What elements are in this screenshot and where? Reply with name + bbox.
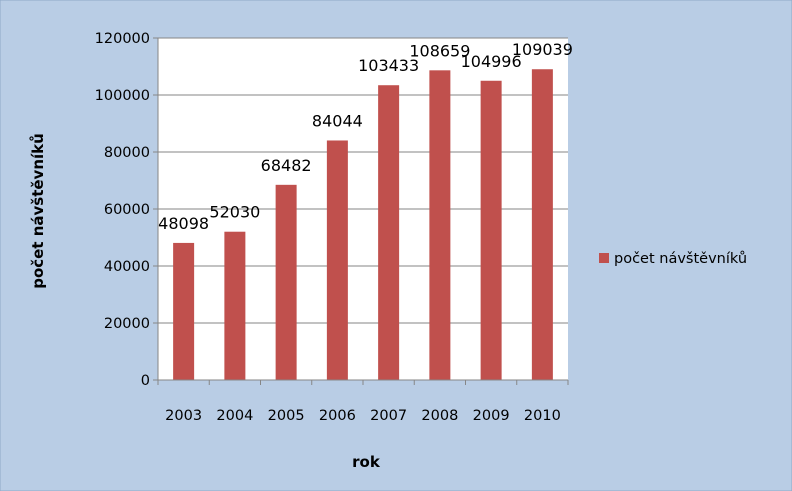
data-label-2008: 108659 [409,41,470,60]
x-tick-label: 2009 [473,408,510,424]
y-tick-label: 80000 [104,145,150,161]
data-label-2010: 109039 [512,40,573,59]
legend-swatch [599,253,609,263]
x-tick-labels: 2003 2004 2005 2006 2007 2008 2009 2010 [165,408,561,424]
y-tick-label: 0 [141,373,150,389]
data-label-2007: 103433 [358,56,419,75]
x-tick-label: 2004 [216,408,253,424]
bar-2009 [480,80,502,380]
legend: počet návštěvníků [599,251,747,267]
legend-label: počet návštěvníků [614,251,747,267]
x-tick-label: 2006 [319,408,356,424]
bar-2005 [275,184,297,380]
bar-2006 [326,140,348,380]
bar-2003 [173,242,195,380]
y-tick-label: 40000 [104,259,150,275]
data-label-2009: 104996 [461,52,522,71]
bar-2008 [429,70,451,381]
bar-2004 [224,231,246,380]
data-label-2003: 48098 [158,214,209,233]
y-tick-label: 100000 [95,88,150,104]
x-tick-label: 2007 [370,408,407,424]
bars [173,69,553,381]
bar-2007 [378,85,400,381]
x-tick-label: 2010 [524,408,561,424]
x-tick-label: 2005 [268,408,305,424]
data-label-2004: 52030 [209,203,260,222]
data-label-2006: 84044 [312,111,363,130]
y-tick-label: 60000 [104,202,150,218]
y-tick-label: 20000 [104,316,150,332]
x-tick-label: 2003 [165,408,202,424]
y-axis-label: počet návštěvníků [29,133,47,289]
x-tick-label: 2008 [421,408,458,424]
bar-2010 [531,69,553,380]
x-axis-label: rok [352,453,381,471]
y-tick-label: 120000 [95,31,150,47]
data-label-2005: 68482 [261,156,312,175]
y-tick-labels: 0 20000 40000 60000 80000 100000 120000 [95,31,150,389]
